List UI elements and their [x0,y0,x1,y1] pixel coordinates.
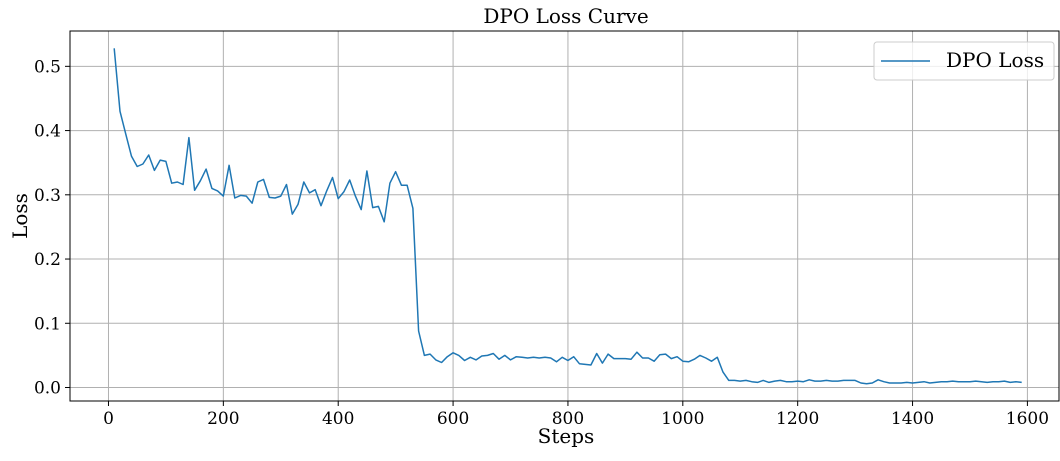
x-tick-label: 1600 [1006,409,1049,429]
x-tick-label: 400 [322,409,354,429]
y-axis-label: Loss [8,193,32,239]
legend-label-dpo-loss: DPO Loss [946,48,1044,72]
x-tick-label: 800 [552,409,584,429]
x-tick-label: 200 [207,409,239,429]
y-tick-label: 0.5 [34,57,61,77]
grid-lines [70,31,1059,401]
x-tick-label: 1400 [891,409,934,429]
series-line-dpo-loss [113,48,1022,385]
y-tick-label: 0.1 [34,314,61,334]
y-axis-ticks: 0.0 0.1 0.2 0.3 0.4 0.5 [34,57,70,399]
legend: DPO Loss [873,41,1055,81]
x-axis-ticks: 0 200 400 600 800 1000 1200 1400 1600 [103,401,1049,429]
series-layer [113,48,1022,385]
y-tick-label: 0.2 [34,250,61,270]
x-tick-label: 0 [103,409,114,429]
plot-frame [69,30,1060,402]
y-tick-label: 0.4 [34,122,61,142]
y-tick-label: 0.3 [34,186,61,206]
x-tick-label: 600 [437,409,469,429]
x-tick-label: 1000 [661,409,704,429]
x-tick-label: 1200 [776,409,819,429]
x-axis-label: Steps [538,424,595,448]
y-tick-label: 0.0 [34,379,61,399]
legend-box [873,41,1055,81]
chart-title: DPO Loss Curve [483,4,648,28]
